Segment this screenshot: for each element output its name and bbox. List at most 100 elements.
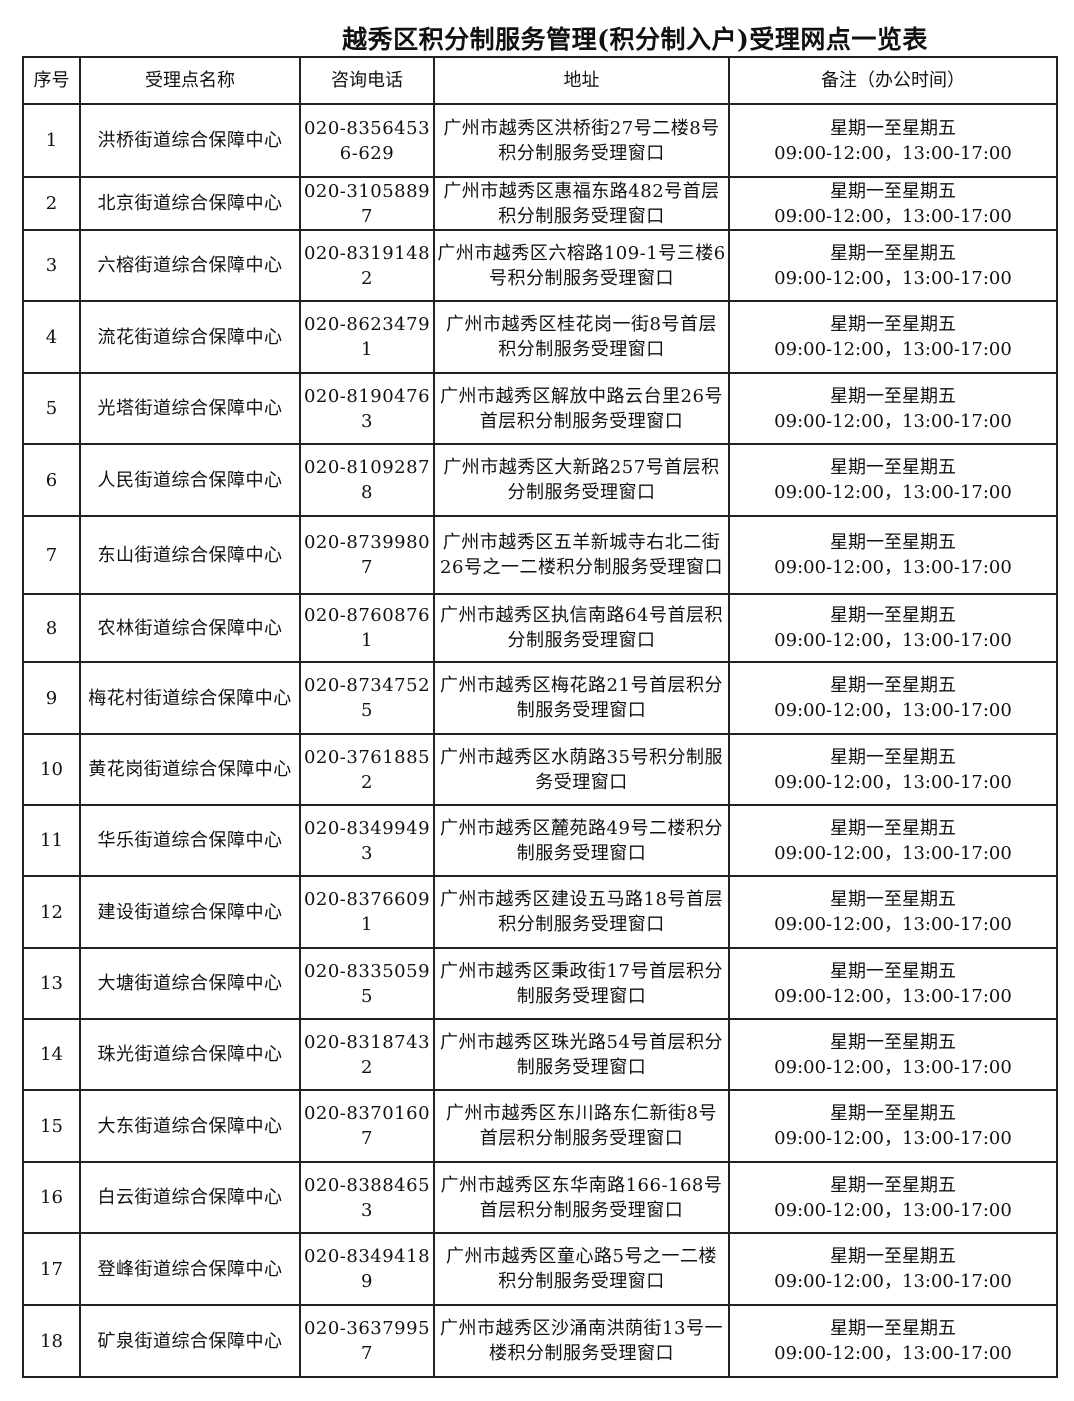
phone-number: 020-83494189 xyxy=(299,1232,435,1306)
row-no: 17 xyxy=(22,1232,81,1306)
address: 广州市越秀区五羊新城寺右北二街26号之一二楼积分制服务受理窗口 xyxy=(433,515,730,595)
table-row: 15 大东街道综合保障中心 020-83701607 广州市越秀区东川路东仁新街8号首… xyxy=(22,1089,1058,1163)
office-days: 星期一至星期五 xyxy=(830,385,956,407)
office-hours: 星期一至星期五 09:00-12:00，13:00-17:00 xyxy=(728,875,1058,949)
office-hours: 星期一至星期五 09:00-12:00，13:00-17:00 xyxy=(728,1304,1058,1378)
office-hours: 星期一至星期五 09:00-12:00，13:00-17:00 xyxy=(728,229,1058,302)
office-hours: 星期一至星期五 09:00-12:00，13:00-17:00 xyxy=(728,300,1058,374)
office-time: 09:00-12:00，13:00-17:00 xyxy=(774,1128,1012,1149)
office-days: 星期一至星期五 xyxy=(830,242,956,264)
row-no: 11 xyxy=(22,804,81,877)
address: 广州市越秀区大新路257号首层积分制服务受理窗口 xyxy=(433,443,730,517)
office-days: 星期一至星期五 xyxy=(830,1174,956,1196)
table-row: 17 登峰街道综合保障中心 020-83494189 广州市越秀区童心路5号之一二楼积… xyxy=(22,1232,1058,1306)
row-no: 8 xyxy=(22,593,81,663)
table-row: 4 流花街道综合保障中心 020-86234791 广州市越秀区桂花岗一街8号首层积分… xyxy=(22,300,1058,374)
header-phone: 咨询电话 xyxy=(299,56,435,105)
office-time: 09:00-12:00，13:00-17:00 xyxy=(774,630,1012,651)
table-row: 5 光塔街道综合保障中心 020-81904763 广州市越秀区解放中路云台里26号首… xyxy=(22,372,1058,445)
office-time: 09:00-12:00，13:00-17:00 xyxy=(774,205,1012,227)
header-name: 受理点名称 xyxy=(79,56,301,105)
service-point-name: 登峰街道综合保障中心 xyxy=(79,1232,301,1306)
table-row: 9 梅花村街道综合保障中心 020-87347525 广州市越秀区梅花路21号首层积分… xyxy=(22,661,1058,735)
table-row: 14 珠光街道综合保障中心 020-83187432 广州市越秀区珠光路54号首层积分… xyxy=(22,1018,1058,1091)
office-days: 星期一至星期五 xyxy=(830,1246,956,1267)
office-days: 星期一至星期五 xyxy=(830,1318,956,1339)
service-point-name: 流花街道综合保障中心 xyxy=(79,300,301,374)
phone-number: 020-81904763 xyxy=(299,372,435,445)
office-time: 09:00-12:00，13:00-17:00 xyxy=(774,1343,1012,1364)
service-point-name: 大塘街道综合保障中心 xyxy=(79,947,301,1020)
phone-number: 020-83564536-629 xyxy=(299,103,435,178)
address: 广州市越秀区麓苑路49号二楼积分制服务受理窗口 xyxy=(433,804,730,877)
office-hours: 星期一至星期五 09:00-12:00，13:00-17:00 xyxy=(728,443,1058,517)
phone-number: 020-37618852 xyxy=(299,733,435,806)
row-no: 1 xyxy=(22,103,81,178)
service-point-name: 建设街道综合保障中心 xyxy=(79,875,301,949)
service-point-name: 华乐街道综合保障中心 xyxy=(79,804,301,877)
address: 广州市越秀区桂花岗一街8号首层积分制服务受理窗口 xyxy=(433,300,730,374)
office-days: 星期一至星期五 xyxy=(830,314,956,335)
office-days: 星期一至星期五 xyxy=(830,960,956,982)
row-no: 12 xyxy=(22,875,81,949)
service-point-name: 白云街道综合保障中心 xyxy=(79,1161,301,1234)
office-time: 09:00-12:00，13:00-17:00 xyxy=(774,1199,1012,1221)
address: 广州市越秀区东华南路166-168号首层积分制服务受理窗口 xyxy=(433,1161,730,1234)
phone-number: 020-83766091 xyxy=(299,875,435,949)
office-hours: 星期一至星期五 09:00-12:00，13:00-17:00 xyxy=(728,176,1058,231)
address: 广州市越秀区沙涌南洪荫街13号一楼积分制服务受理窗口 xyxy=(433,1304,730,1378)
office-hours: 星期一至星期五 09:00-12:00，13:00-17:00 xyxy=(728,733,1058,806)
office-time: 09:00-12:00，13:00-17:00 xyxy=(774,410,1012,432)
office-hours: 星期一至星期五 09:00-12:00，13:00-17:00 xyxy=(728,372,1058,445)
office-hours: 星期一至星期五 09:00-12:00，13:00-17:00 xyxy=(728,661,1058,735)
address: 广州市越秀区东川路东仁新街8号首层积分制服务受理窗口 xyxy=(433,1089,730,1163)
office-time: 09:00-12:00，13:00-17:00 xyxy=(774,267,1012,289)
office-days: 星期一至星期五 xyxy=(830,817,956,839)
table-row: 16 白云街道综合保障中心 020-83884653 广州市越秀区东华南路166-16… xyxy=(22,1161,1058,1234)
office-days: 星期一至星期五 xyxy=(830,457,956,478)
office-days: 星期一至星期五 xyxy=(830,746,956,768)
office-time: 09:00-12:00，13:00-17:00 xyxy=(774,700,1012,721)
phone-number: 020-31058897 xyxy=(299,176,435,231)
office-days: 星期一至星期五 xyxy=(830,889,956,910)
service-point-name: 珠光街道综合保障中心 xyxy=(79,1018,301,1091)
row-no: 10 xyxy=(22,733,81,806)
row-no: 6 xyxy=(22,443,81,517)
table-row: 11 华乐街道综合保障中心 020-83499493 广州市越秀区麓苑路49号二楼积分… xyxy=(22,804,1058,877)
address: 广州市越秀区六榕路109-1号三楼6号积分制服务受理窗口 xyxy=(433,229,730,302)
address: 广州市越秀区水荫路35号积分制服务受理窗口 xyxy=(433,733,730,806)
office-days: 星期一至星期五 xyxy=(830,675,956,696)
phone-number: 020-81092878 xyxy=(299,443,435,517)
page-title: 越秀区积分制服务管理(积分制入户)受理网点一览表 xyxy=(342,25,928,54)
phone-number: 020-83701607 xyxy=(299,1089,435,1163)
address: 广州市越秀区珠光路54号首层积分制服务受理窗口 xyxy=(433,1018,730,1091)
service-point-name: 光塔街道综合保障中心 xyxy=(79,372,301,445)
office-time: 09:00-12:00，13:00-17:00 xyxy=(774,985,1012,1007)
office-hours: 星期一至星期五 09:00-12:00，13:00-17:00 xyxy=(728,515,1058,595)
service-point-name: 北京街道综合保障中心 xyxy=(79,176,301,231)
office-hours: 星期一至星期五 09:00-12:00，13:00-17:00 xyxy=(728,947,1058,1020)
phone-number: 020-87347525 xyxy=(299,661,435,735)
address: 广州市越秀区秉政街17号首层积分制服务受理窗口 xyxy=(433,947,730,1020)
office-time: 09:00-12:00，13:00-17:00 xyxy=(774,142,1012,164)
row-no: 7 xyxy=(22,515,81,595)
table-row: 7 东山街道综合保障中心 020-87399807 广州市越秀区五羊新城寺右北二街26… xyxy=(22,515,1058,595)
service-point-name: 梅花村街道综合保障中心 xyxy=(79,661,301,735)
service-point-name: 六榕街道综合保障中心 xyxy=(79,229,301,302)
row-no: 18 xyxy=(22,1304,81,1378)
row-no: 5 xyxy=(22,372,81,445)
service-point-name: 矿泉街道综合保障中心 xyxy=(79,1304,301,1378)
phone-number: 020-83191482 xyxy=(299,229,435,302)
row-no: 2 xyxy=(22,176,81,231)
phone-number: 020-87608761 xyxy=(299,593,435,663)
service-point-name: 东山街道综合保障中心 xyxy=(79,515,301,595)
row-no: 15 xyxy=(22,1089,81,1163)
service-point-name: 大东街道综合保障中心 xyxy=(79,1089,301,1163)
table-header-row: 序号 受理点名称 咨询电话 地址 备注（办公时间） xyxy=(22,56,1058,105)
office-hours: 星期一至星期五 09:00-12:00，13:00-17:00 xyxy=(728,103,1058,178)
address: 广州市越秀区童心路5号之一二楼积分制服务受理窗口 xyxy=(433,1232,730,1306)
row-no: 3 xyxy=(22,229,81,302)
table-row: 3 六榕街道综合保障中心 020-83191482 广州市越秀区六榕路109-1号三楼… xyxy=(22,229,1058,302)
address: 广州市越秀区梅花路21号首层积分制服务受理窗口 xyxy=(433,661,730,735)
table-row: 10 黄花岗街道综合保障中心 020-37618852 广州市越秀区水荫路35号积分制… xyxy=(22,733,1058,806)
